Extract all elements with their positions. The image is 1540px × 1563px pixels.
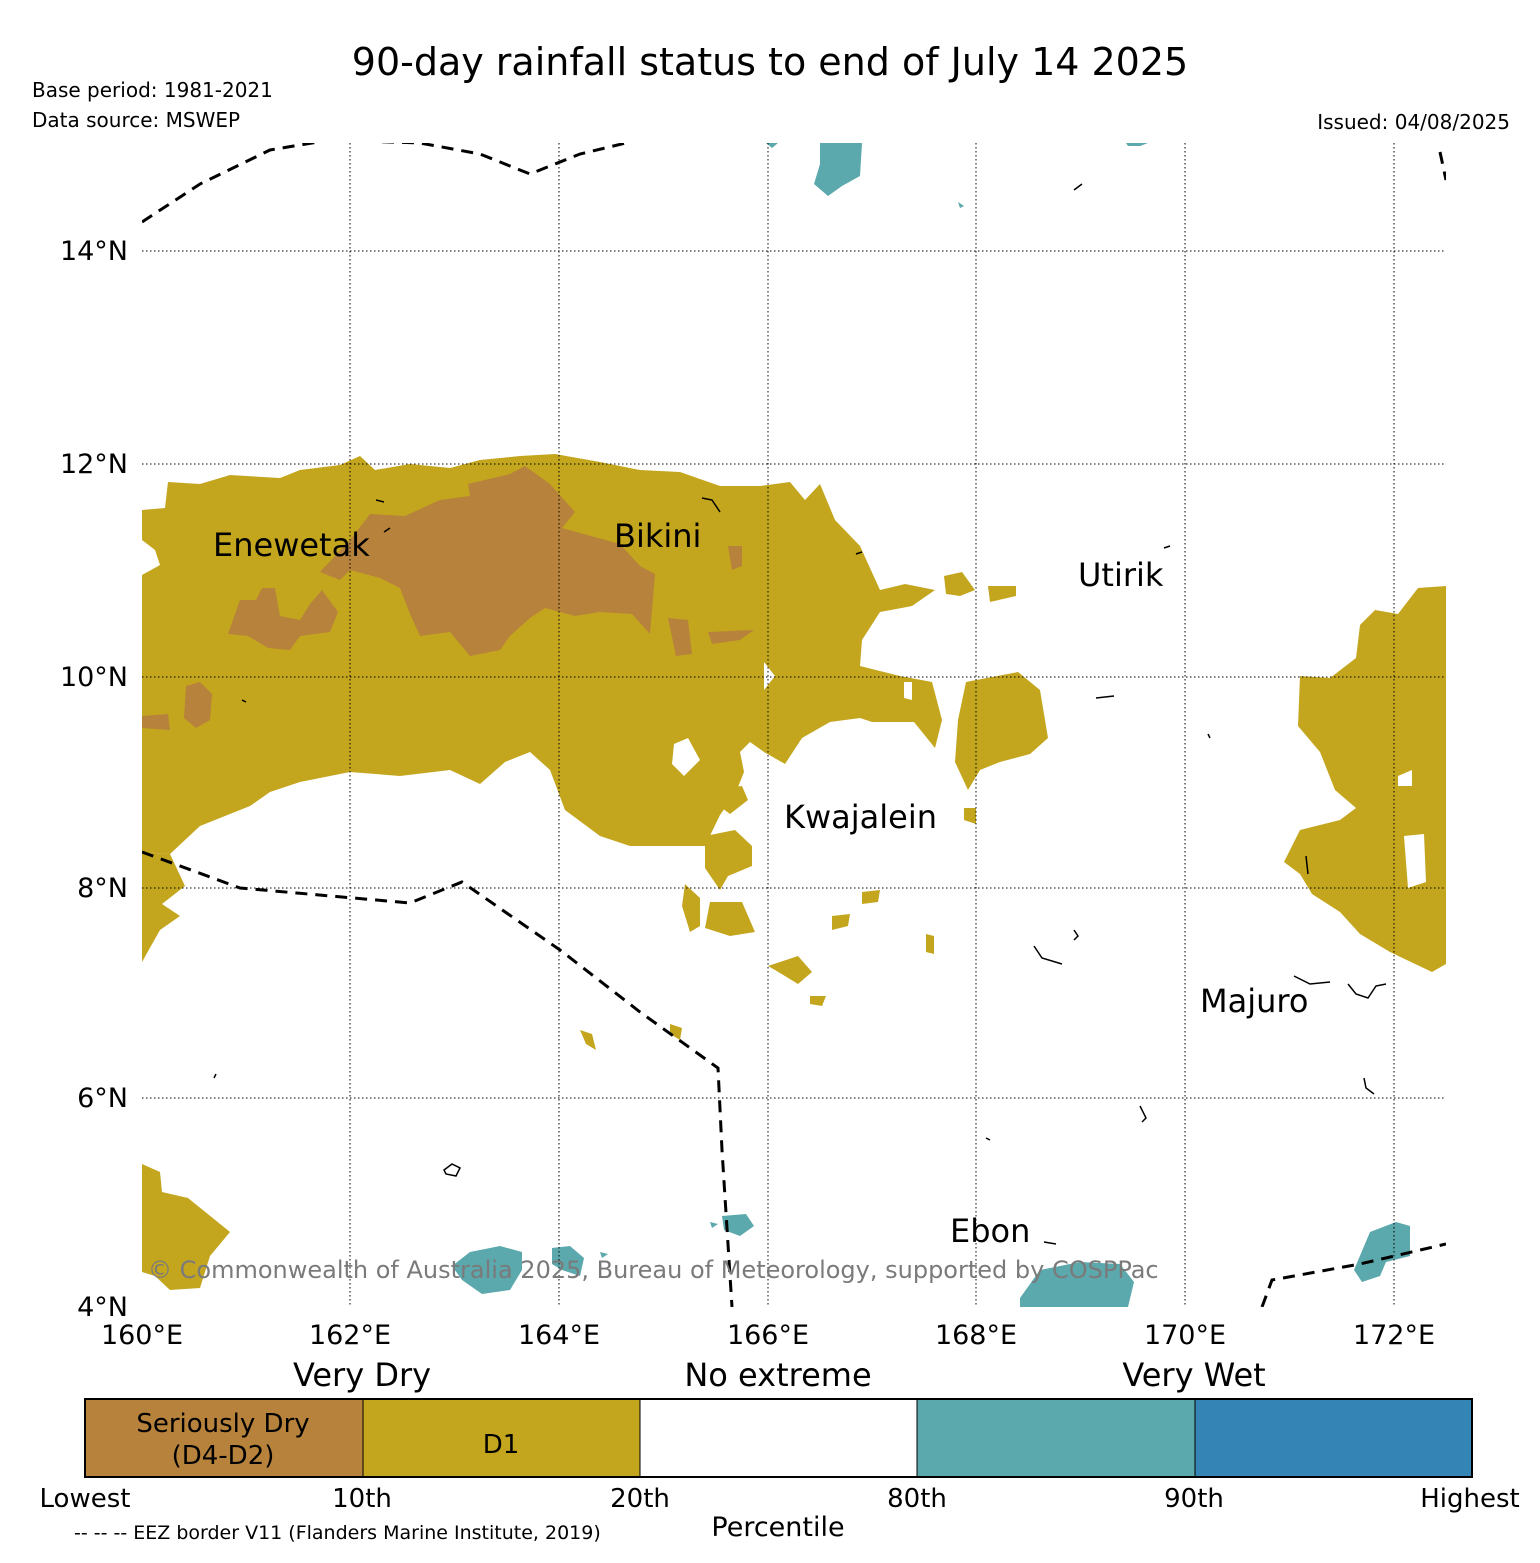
d1-patch-small-6: [705, 902, 755, 936]
legend: Very Dry No extreme Very Wet Seriously D…: [40, 1356, 1520, 1514]
seriously-dry-region-main: [320, 466, 655, 656]
d1-patch-small-9: [862, 890, 880, 904]
legend-tick-80th: 80th: [887, 1484, 947, 1514]
legend-box-label-d1: D1: [483, 1430, 520, 1460]
d1-patch-center: [955, 672, 1048, 790]
very-wet-patch-southeast: [1354, 1222, 1410, 1282]
legend-category-very-wet: Very Wet: [1122, 1356, 1265, 1394]
d1-patch-small-7: [768, 956, 812, 984]
longitude-labels: 160°E 162°E 164°E 166°E 168°E 170°E 172°…: [101, 1320, 1435, 1351]
legend-tick-20th: 20th: [610, 1484, 670, 1514]
legend-box-no-extreme: [640, 1399, 917, 1477]
d1-patch-small-14: [670, 1024, 682, 1040]
lat-label-14: 14°N: [60, 236, 128, 267]
seriously-dry-patch-4: [728, 546, 742, 570]
lon-label-172: 172°E: [1353, 1320, 1435, 1351]
lon-label-166: 166°E: [727, 1320, 809, 1351]
lon-label-162: 162°E: [309, 1320, 391, 1351]
place-label-ebon: Ebon: [950, 1212, 1030, 1250]
legend-frame: [84, 1398, 1473, 1478]
legend-box-extremely-wet: [1195, 1399, 1472, 1477]
d1-patch-small-8: [832, 914, 850, 930]
lat-label-10: 10°N: [60, 662, 128, 693]
legend-box-very-wet: [917, 1399, 1195, 1477]
data-source: Data source: MSWEP: [32, 108, 241, 132]
legend-tick-lowest: Lowest: [40, 1484, 131, 1514]
no-extreme-hole-4: [1398, 770, 1412, 786]
legend-tick-90th: 90th: [1164, 1484, 1224, 1514]
graticule: [142, 143, 1446, 1307]
no-extreme-hole-1: [142, 540, 160, 575]
very-wet-patch-northeast: [1126, 143, 1148, 146]
seriously-dry-patch-5: [708, 630, 754, 644]
page-title: 90-day rainfall status to end of July 14…: [351, 40, 1189, 84]
very-wet-patch-south-3: [722, 1214, 754, 1236]
eez-border-note: -- -- -- EEZ border V11 (Flanders Marine…: [74, 1522, 601, 1544]
very-wet-patch-tiny: [958, 202, 964, 208]
eez-border: [142, 143, 1446, 1307]
legend-tick-10th: 10th: [332, 1484, 392, 1514]
lat-label-6: 6°N: [77, 1083, 128, 1114]
lon-label-160: 160°E: [101, 1320, 183, 1351]
map-area: [142, 143, 1446, 1307]
legend-category-very-dry: Very Dry: [293, 1356, 431, 1394]
d1-region-southwest: [142, 852, 185, 962]
very-wet-patch-north: [814, 143, 862, 196]
copyright-notice: © Commonwealth of Australia 2025, Bureau…: [148, 1256, 1159, 1284]
lon-label-168: 168°E: [935, 1320, 1017, 1351]
lon-label-170: 170°E: [1144, 1320, 1226, 1351]
place-label-enewetak: Enewetak: [213, 526, 370, 564]
legend-axis-label: Percentile: [711, 1512, 845, 1543]
base-period: Base period: 1981-2021: [32, 78, 273, 102]
no-extreme-hole-3: [672, 738, 700, 776]
legend-tick-highest: Highest: [1420, 1484, 1520, 1514]
no-extreme-hole-6: [904, 682, 912, 700]
place-label-bikini: Bikini: [614, 517, 701, 555]
very-wet-patch-tiny-2: [600, 1252, 608, 1258]
very-wet-patch-south-4: [1020, 1262, 1134, 1307]
d1-patch-small-5: [682, 884, 700, 932]
very-wet-patch-tiny-3: [710, 1222, 718, 1228]
d1-region-west-lower: [142, 1164, 230, 1290]
seriously-dry-patch-3: [668, 618, 692, 656]
d1-patch-small-4: [722, 786, 748, 814]
seriously-dry-region-west: [228, 588, 338, 650]
d1-patch-small-10: [810, 996, 826, 1006]
d1-patch-small-1: [944, 572, 975, 596]
legend-box-d1: [363, 1399, 640, 1477]
d1-region-east: [1284, 586, 1446, 972]
seriously-dry-patch-1: [184, 682, 212, 728]
legend-box-label-seriously-dry-1: Seriously Dry: [136, 1409, 309, 1439]
legend-box-seriously-dry: [85, 1399, 363, 1477]
legend-category-no-extreme: No extreme: [684, 1356, 871, 1394]
lon-label-164: 164°E: [518, 1320, 600, 1351]
lat-label-4: 4°N: [77, 1292, 128, 1323]
lat-label-8: 8°N: [77, 873, 128, 904]
no-extreme-hole-5: [1404, 834, 1426, 888]
atoll-outlines: [213, 183, 1387, 1245]
very-wet-patch-south-1: [452, 1246, 522, 1294]
place-labels: Enewetak Bikini Utirik Kwajalein Majuro …: [213, 517, 1308, 1250]
place-label-utirik: Utirik: [1078, 556, 1164, 594]
legend-box-label-seriously-dry-2: (D4-D2): [172, 1441, 275, 1471]
d1-patch-small-13: [580, 1030, 596, 1050]
place-label-kwajalein: Kwajalein: [784, 798, 937, 836]
lat-label-12: 12°N: [60, 449, 128, 480]
d1-patch-small-2: [988, 586, 1016, 602]
d1-patch-small-11: [926, 934, 934, 954]
latitude-labels: 14°N 12°N 10°N 8°N 6°N 4°N: [60, 236, 128, 1323]
issued-date: Issued: 04/08/2025: [1317, 110, 1510, 134]
seriously-dry-patch-2: [142, 714, 170, 730]
very-wet-patch-top-small: [766, 143, 778, 148]
no-extreme-hole-2: [764, 662, 775, 690]
d1-patch-small-3: [705, 830, 752, 890]
place-label-majuro: Majuro: [1200, 982, 1308, 1020]
very-wet-patch-south-2: [552, 1246, 584, 1276]
d1-patch-small-12: [964, 808, 976, 824]
